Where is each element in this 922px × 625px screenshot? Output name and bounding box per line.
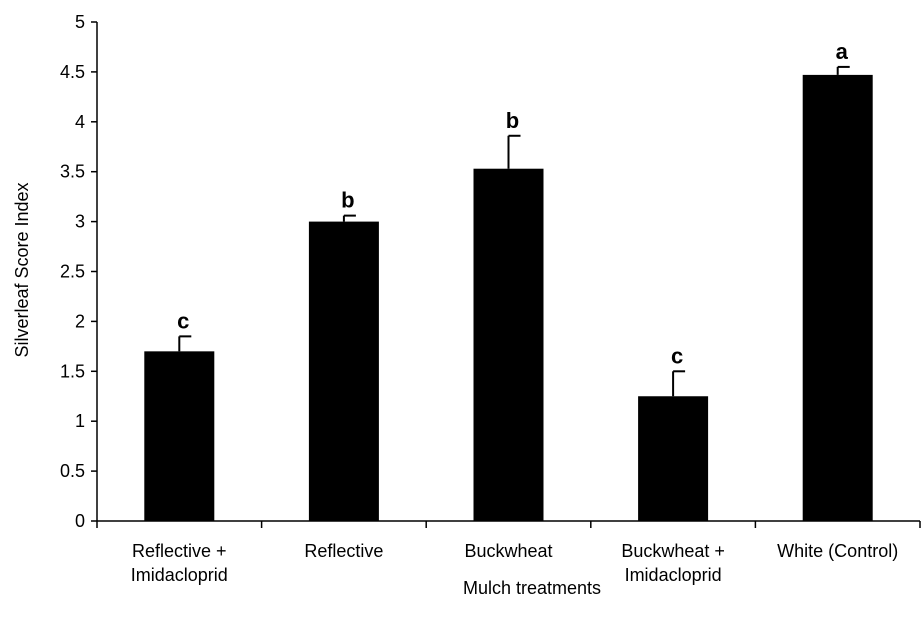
bar: [802, 74, 873, 522]
category-label: Imidacloprid: [131, 565, 228, 585]
y-tick-label: 1: [75, 411, 85, 431]
bar: [308, 221, 379, 521]
significance-letter: a: [836, 39, 849, 64]
category-label: Imidacloprid: [625, 565, 722, 585]
bars: c b b c a: [144, 39, 873, 522]
category-label: Reflective +: [132, 541, 227, 561]
bar: [638, 396, 709, 521]
y-tick-label: 4.5: [60, 62, 85, 82]
y-tick-label: 0.5: [60, 461, 85, 481]
significance-letter: c: [671, 343, 683, 368]
y-tick-label: 2: [75, 311, 85, 331]
y-tick-label: 3: [75, 212, 85, 232]
y-tick-label: 2.5: [60, 262, 85, 282]
significance-letter: b: [506, 108, 519, 133]
category-label: Reflective: [304, 541, 383, 561]
x-axis: [96, 520, 921, 528]
category-label: White (Control): [777, 541, 898, 561]
y-tick-label: 5: [75, 12, 85, 32]
bar: [144, 351, 215, 521]
y-axis: 0 0.5 1 1.5 2 2.5 3 3.5 4 4.5 5: [60, 12, 98, 531]
y-tick-label: 4: [75, 112, 85, 132]
x-axis-title: Mulch treatments: [463, 578, 601, 598]
y-tick-label: 3.5: [60, 162, 85, 182]
y-tick-label: 1.5: [60, 361, 85, 381]
significance-letter: b: [341, 188, 354, 213]
y-axis-title: Silverleaf Score Index: [12, 182, 32, 357]
significance-letter: c: [177, 308, 189, 333]
category-label: Buckwheat +: [621, 541, 725, 561]
bar: [473, 168, 544, 521]
category-label: Buckwheat: [464, 541, 552, 561]
y-tick-label: 0: [75, 511, 85, 531]
category-labels: Reflective + Imidacloprid Reflective Buckwh…: [131, 541, 898, 585]
